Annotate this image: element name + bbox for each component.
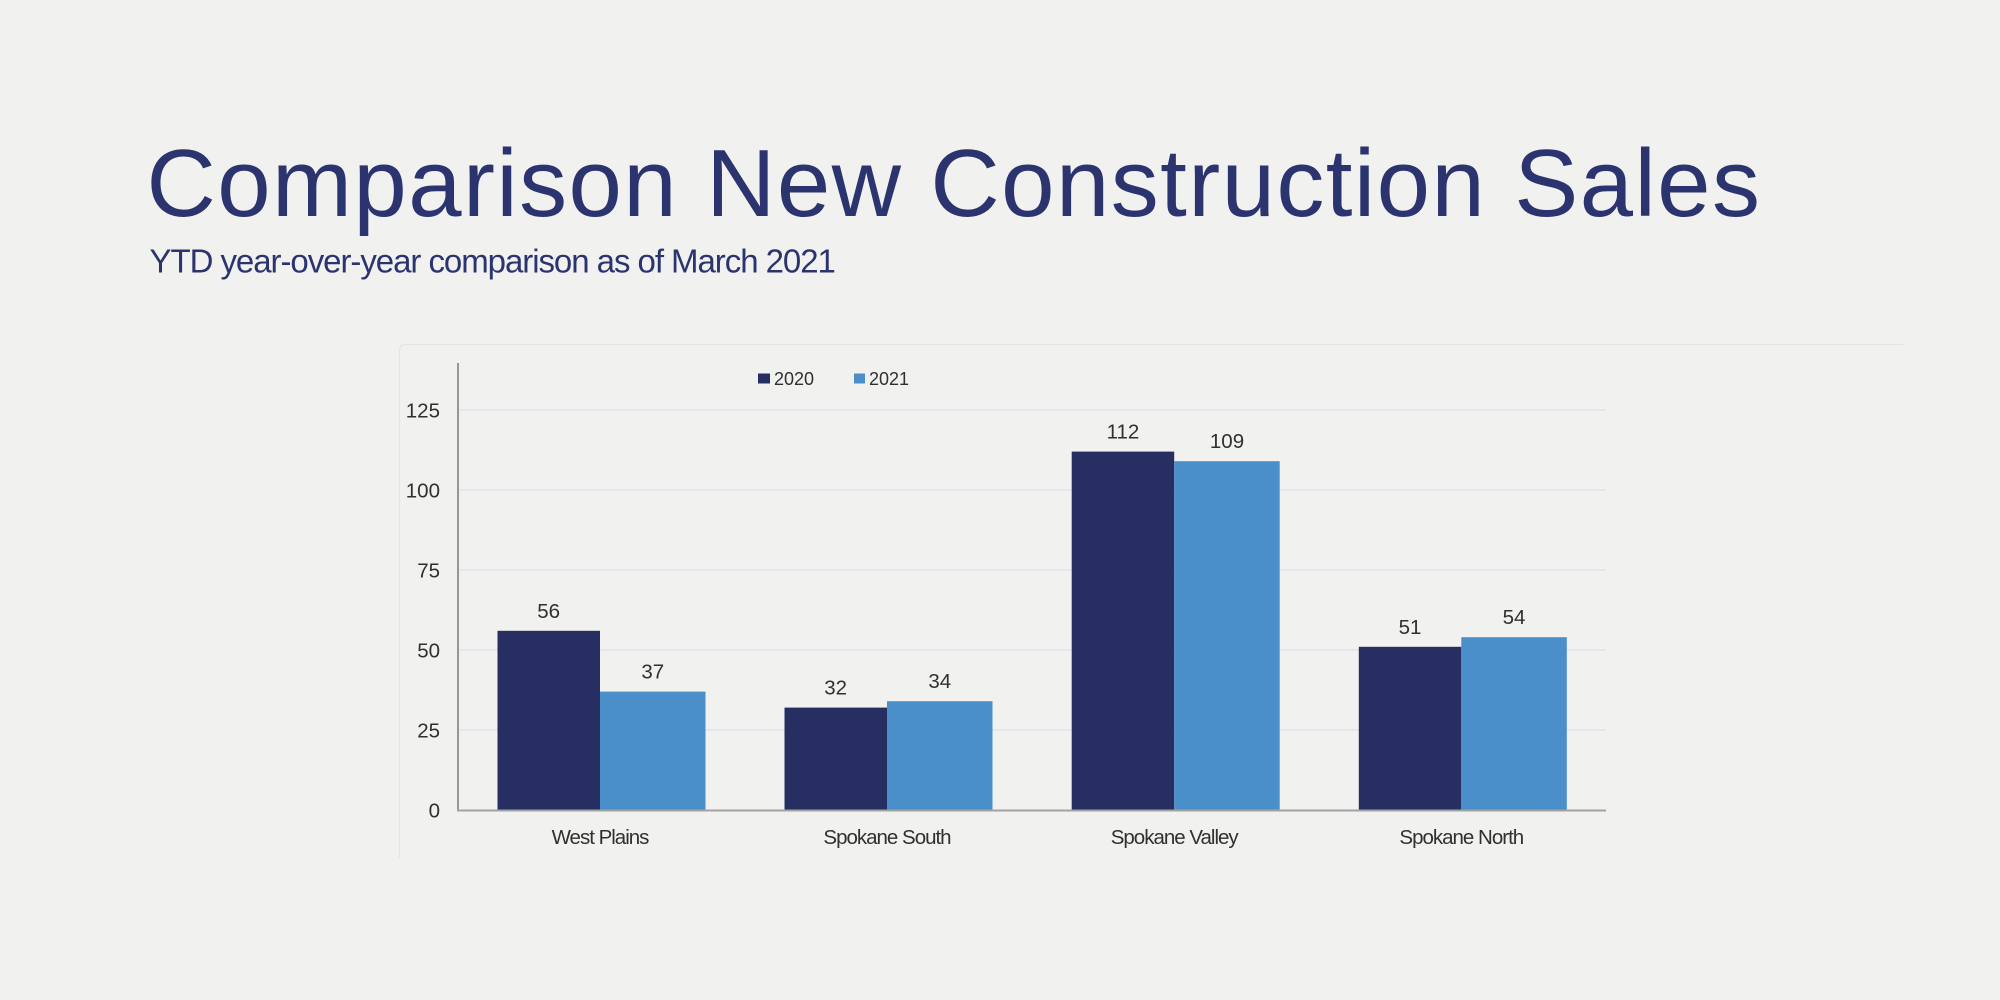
svg-text:51: 51: [1399, 616, 1422, 639]
svg-text:112: 112: [1107, 421, 1140, 444]
svg-text:2020: 2020: [774, 369, 814, 389]
svg-text:34: 34: [928, 670, 951, 693]
svg-text:56: 56: [537, 600, 560, 623]
svg-text:Spokane North: Spokane North: [1399, 826, 1523, 849]
svg-text:West Plains: West Plains: [552, 826, 650, 849]
svg-text:0: 0: [429, 800, 440, 823]
svg-text:75: 75: [417, 560, 440, 583]
svg-text:2021: 2021: [869, 369, 909, 389]
svg-text:Spokane Valley: Spokane Valley: [1111, 826, 1240, 849]
svg-text:50: 50: [417, 640, 440, 663]
svg-text:Comparison New Construction Sa: Comparison New Construction Sales: [147, 130, 1762, 237]
svg-text:37: 37: [641, 661, 664, 684]
svg-text:YTD year-over-year comparison: YTD year-over-year comparison as of Marc…: [150, 243, 835, 280]
svg-text:109: 109: [1210, 430, 1244, 453]
svg-text:125: 125: [406, 400, 440, 423]
svg-text:100: 100: [406, 480, 440, 503]
svg-text:54: 54: [1503, 606, 1526, 629]
svg-text:25: 25: [417, 720, 440, 743]
svg-text:32: 32: [824, 677, 847, 700]
svg-text:Spokane South: Spokane South: [823, 826, 951, 849]
